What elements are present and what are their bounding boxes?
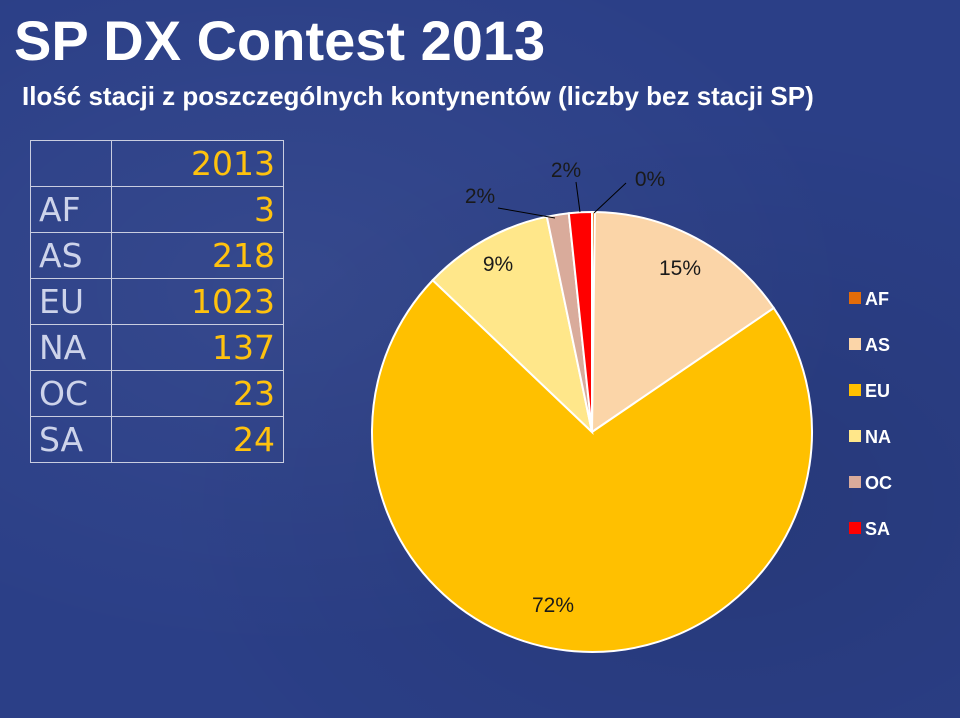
table-cell-value: 23: [111, 370, 284, 417]
table-cell-value: 137: [111, 324, 284, 371]
pie-label-as: 15%: [659, 257, 701, 280]
legend-swatch-na: [849, 430, 861, 442]
pie-label-na: 9%: [483, 253, 513, 276]
table-header-row: 2013: [30, 140, 284, 187]
table-row: SA 24: [30, 416, 284, 463]
page-title: SP DX Contest 2013: [14, 9, 546, 72]
pie-slice-sa: [567, 210, 593, 433]
legend-label-oc: OC: [865, 473, 892, 493]
pie-slice-na: [431, 215, 594, 435]
leader-line-af: [593, 182, 627, 214]
legend-swatch-af: [849, 292, 861, 304]
table-row: AS 218: [30, 232, 284, 279]
table-cell-value: 218: [111, 232, 284, 279]
table-cell-label: SA: [30, 416, 112, 463]
legend-swatch-as: [849, 338, 861, 350]
table-cell-label: AS: [30, 232, 112, 279]
legend-label-as: AS: [865, 335, 890, 355]
leader-line-sa: [575, 181, 581, 213]
leader-line-oc: [497, 207, 556, 219]
legend-swatch-eu: [849, 384, 861, 396]
pie-label-eu: 72%: [532, 594, 574, 617]
legend-label-na: NA: [865, 427, 891, 447]
pie-slice-eu: [371, 278, 813, 654]
pie-label-oc: 2%: [465, 185, 495, 208]
pie-label-af: 0%: [635, 168, 665, 191]
data-table: 2013 AF 3 AS 218 EU 1023 NA 137 OC 23 SA…: [30, 140, 284, 463]
legend-label-sa: SA: [865, 519, 890, 539]
table-cell-value: 24: [111, 416, 284, 463]
table-cell-label: AF: [30, 186, 112, 233]
table-header-cell: [30, 140, 112, 187]
table-row: EU 1023: [30, 278, 284, 325]
legend-label-eu: EU: [865, 381, 890, 401]
table-cell-value: 1023: [111, 278, 284, 325]
legend-swatch-oc: [849, 476, 861, 488]
page-subtitle: Ilość stacji z poszczególnych kontynentó…: [22, 81, 814, 111]
table-row: NA 137: [30, 324, 284, 371]
pie-label-sa: 2%: [551, 159, 581, 182]
legend-swatch-sa: [849, 522, 861, 534]
pie-slice-as: [590, 211, 776, 434]
legend-label-af: AF: [865, 289, 889, 309]
table-cell-label: OC: [30, 370, 112, 417]
table-row: OC 23: [30, 370, 284, 417]
table-header-cell: 2013: [111, 140, 284, 187]
